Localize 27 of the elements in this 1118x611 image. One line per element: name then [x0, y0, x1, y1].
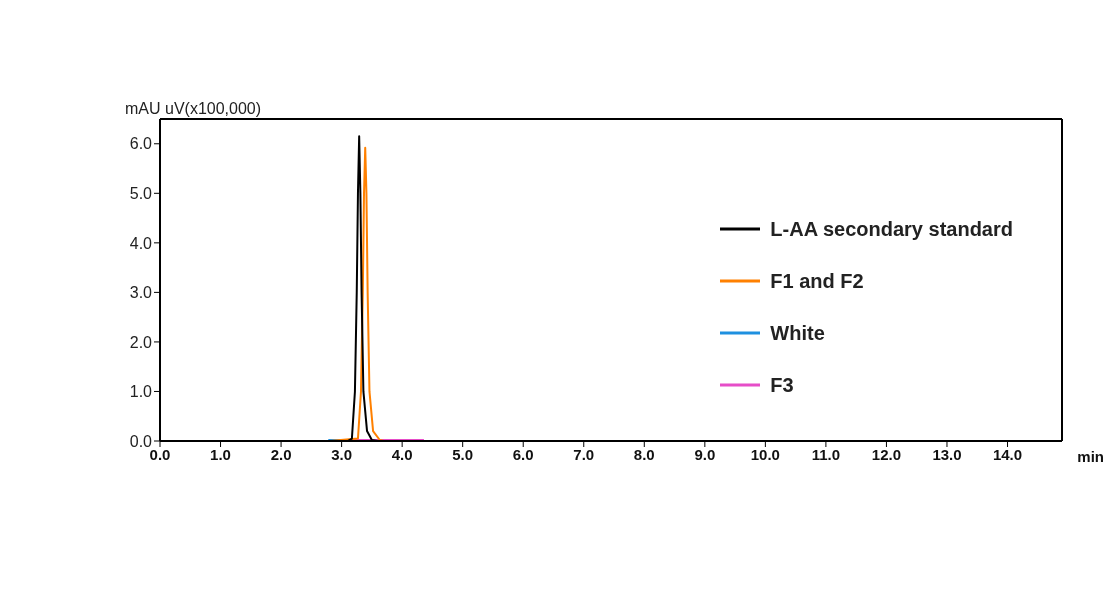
x-tick-label: 1.0 — [210, 445, 231, 463]
legend-label: White — [770, 321, 825, 345]
x-tick-label: 4.0 — [391, 445, 413, 463]
y-tick-label: 6.0 — [129, 135, 153, 153]
y-tick-label: 3.0 — [129, 284, 153, 302]
x-tick-label: 9.0 — [694, 445, 716, 463]
legend-label: L-AA secondary standard — [770, 217, 1013, 241]
x-tick-label: 6.0 — [512, 445, 534, 463]
y-tick-label: 2.0 — [129, 333, 153, 351]
x-axis-title: min — [1077, 447, 1104, 465]
y-tick-label: 1.0 — [129, 383, 153, 401]
y-tick-label: 5.0 — [129, 184, 153, 202]
legend-label: F1 and F2 — [770, 269, 864, 293]
x-tick-label: 12.0 — [871, 445, 902, 463]
x-tick-label: 7.0 — [573, 445, 595, 463]
y-axis-title: mAU uV(x100,000) — [125, 100, 262, 118]
y-tick-label: 0.0 — [129, 432, 153, 450]
x-tick-label: 8.0 — [633, 445, 655, 463]
legend-label: F3 — [770, 373, 794, 397]
x-tick-label: 14.0 — [992, 445, 1023, 463]
x-tick-label: 3.0 — [331, 445, 353, 463]
x-tick-label: 11.0 — [811, 445, 841, 463]
y-tick-label: 4.0 — [129, 234, 153, 252]
x-tick-label: 13.0 — [932, 445, 962, 463]
x-tick-label: 2.0 — [270, 445, 292, 463]
x-tick-label: 5.0 — [452, 445, 474, 463]
x-tick-label: 10.0 — [750, 445, 780, 463]
